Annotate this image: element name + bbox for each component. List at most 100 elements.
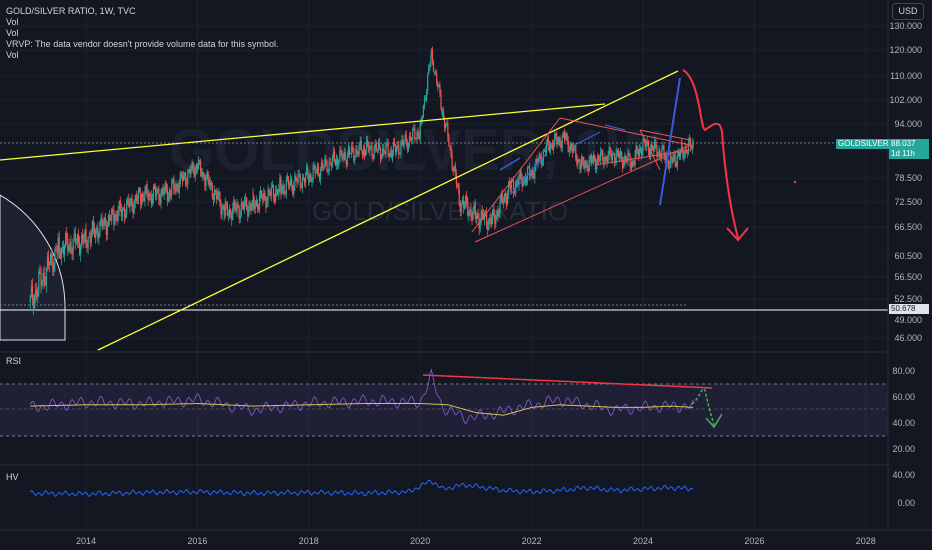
rsi-pane-label[interactable]: RSI bbox=[6, 356, 22, 366]
candle-body[interactable] bbox=[196, 168, 198, 170]
candle-body[interactable] bbox=[293, 186, 295, 195]
candle-body[interactable] bbox=[38, 271, 40, 290]
candle-body[interactable] bbox=[261, 190, 263, 199]
candle-body[interactable] bbox=[582, 156, 584, 161]
candle-body[interactable] bbox=[541, 161, 543, 165]
candle-body[interactable] bbox=[551, 143, 554, 150]
candle-body[interactable] bbox=[606, 158, 608, 164]
candle-body[interactable] bbox=[503, 193, 505, 202]
candle-body[interactable] bbox=[446, 123, 448, 125]
candle-body[interactable] bbox=[605, 156, 607, 159]
candle-body[interactable] bbox=[288, 185, 291, 186]
volume-indicator-label[interactable]: Vol bbox=[6, 17, 19, 27]
candle-body[interactable] bbox=[36, 289, 38, 298]
candle-body[interactable] bbox=[135, 195, 137, 201]
candle-body[interactable] bbox=[456, 184, 459, 186]
hv-line[interactable] bbox=[29, 479, 694, 497]
candle-body[interactable] bbox=[55, 249, 57, 251]
candle-body[interactable] bbox=[58, 237, 60, 253]
candle-body[interactable] bbox=[427, 74, 429, 91]
candle-body[interactable] bbox=[60, 248, 62, 259]
candle-body[interactable] bbox=[460, 202, 462, 212]
candle-body[interactable] bbox=[470, 208, 472, 217]
candle-body[interactable] bbox=[358, 145, 360, 155]
candle-body[interactable] bbox=[396, 146, 398, 153]
candle-body[interactable] bbox=[274, 191, 277, 201]
candle-body[interactable] bbox=[281, 189, 283, 194]
candle-body[interactable] bbox=[69, 242, 71, 247]
candle-body[interactable] bbox=[189, 169, 191, 174]
candle-body[interactable] bbox=[387, 142, 389, 154]
candle-body[interactable] bbox=[254, 205, 256, 209]
candle-body[interactable] bbox=[90, 232, 92, 244]
candle-body[interactable] bbox=[505, 198, 508, 205]
candle-body[interactable] bbox=[684, 148, 686, 155]
candle-body[interactable] bbox=[556, 135, 558, 145]
candle-body[interactable] bbox=[642, 139, 644, 151]
candle-body[interactable] bbox=[619, 151, 622, 156]
candle-body[interactable] bbox=[553, 144, 555, 150]
candle-body[interactable] bbox=[413, 128, 415, 130]
candle-body[interactable] bbox=[359, 140, 361, 146]
candle-body[interactable] bbox=[223, 206, 225, 215]
candle-body[interactable] bbox=[481, 210, 483, 215]
candle-body[interactable] bbox=[441, 108, 443, 114]
candle-body[interactable] bbox=[475, 215, 477, 220]
candle-body[interactable] bbox=[250, 203, 252, 210]
candle-body[interactable] bbox=[479, 221, 481, 229]
candle-body[interactable] bbox=[682, 148, 684, 159]
candle-body[interactable] bbox=[141, 194, 143, 203]
green-rsi-projection[interactable] bbox=[691, 388, 715, 426]
candle-body[interactable] bbox=[120, 209, 122, 217]
candle-body[interactable] bbox=[67, 239, 69, 251]
candle-body[interactable] bbox=[226, 203, 228, 216]
candle-body[interactable] bbox=[409, 136, 412, 141]
candle-body[interactable] bbox=[180, 172, 182, 176]
candle-body[interactable] bbox=[204, 178, 206, 187]
candle-body[interactable] bbox=[346, 154, 348, 165]
candle-body[interactable] bbox=[182, 175, 185, 182]
candle-body[interactable] bbox=[211, 185, 213, 199]
candle-body[interactable] bbox=[115, 214, 117, 217]
candle-body[interactable] bbox=[118, 201, 120, 210]
candle-body[interactable] bbox=[330, 163, 332, 167]
candle-body[interactable] bbox=[626, 160, 628, 162]
candle-body[interactable] bbox=[646, 140, 648, 144]
candle-body[interactable] bbox=[176, 183, 178, 187]
candle-body[interactable] bbox=[334, 159, 337, 166]
candle-body[interactable] bbox=[355, 149, 357, 158]
candle-body[interactable] bbox=[468, 213, 470, 216]
candle-body[interactable] bbox=[441, 110, 444, 114]
candle-body[interactable] bbox=[656, 145, 658, 157]
candle-body[interactable] bbox=[175, 183, 177, 192]
candle-body[interactable] bbox=[117, 209, 119, 221]
candle-body[interactable] bbox=[454, 166, 456, 174]
candle-body[interactable] bbox=[158, 188, 160, 200]
candle-body[interactable] bbox=[219, 191, 221, 204]
red-arrow-head[interactable] bbox=[726, 227, 749, 242]
candle-body[interactable] bbox=[66, 233, 68, 240]
candle-body[interactable] bbox=[352, 145, 354, 150]
candle-body[interactable] bbox=[129, 202, 131, 207]
candle-body[interactable] bbox=[344, 152, 346, 161]
candle-body[interactable] bbox=[692, 143, 694, 147]
candle-body[interactable] bbox=[181, 175, 184, 182]
candle-body[interactable] bbox=[402, 139, 404, 145]
candle-body[interactable] bbox=[587, 169, 589, 171]
candle-body[interactable] bbox=[237, 204, 239, 208]
candle-body[interactable] bbox=[279, 177, 281, 189]
candle-body[interactable] bbox=[140, 192, 142, 205]
candle-body[interactable] bbox=[604, 156, 606, 164]
candle-body[interactable] bbox=[210, 182, 212, 186]
candle-body[interactable] bbox=[360, 140, 362, 151]
candle-body[interactable] bbox=[601, 150, 603, 152]
candle-body[interactable] bbox=[602, 150, 604, 162]
candle-body[interactable] bbox=[215, 190, 217, 192]
candle-body[interactable] bbox=[85, 229, 87, 245]
candle-body[interactable] bbox=[193, 168, 195, 177]
candle-body[interactable] bbox=[530, 174, 532, 176]
candle-body[interactable] bbox=[78, 242, 81, 255]
volume-indicator-label[interactable]: Vol bbox=[6, 28, 19, 38]
candle-body[interactable] bbox=[489, 217, 491, 220]
